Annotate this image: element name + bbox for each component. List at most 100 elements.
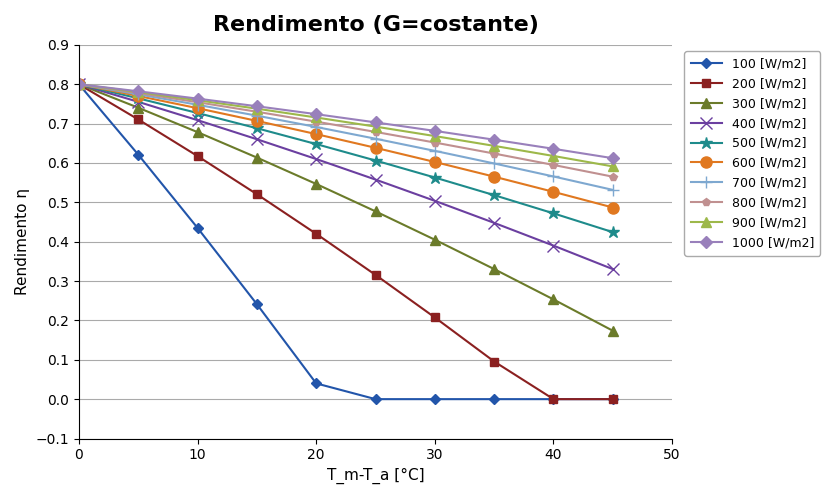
100 [W/m2] (430, 396, 440, 402)
1000 [W/m2] (311, 111, 321, 117)
600 [W/m2] (133, 93, 143, 99)
1000 [W/m2] (489, 137, 499, 143)
400 [W/m2] (489, 220, 499, 226)
200 [W/m2] (370, 272, 380, 278)
100 [W/m2] (608, 396, 618, 402)
200 [W/m2] (430, 314, 440, 320)
600 [W/m2] (252, 118, 262, 124)
Legend: 100 [W/m2], 200 [W/m2], 300 [W/m2], 400 [W/m2], 500 [W/m2], 600 [W/m2], 700 [W/m: 100 [W/m2], 200 [W/m2], 300 [W/m2], 400 … (685, 51, 820, 255)
700 [W/m2] (370, 136, 380, 142)
700 [W/m2] (489, 161, 499, 167)
700 [W/m2] (311, 124, 321, 130)
500 [W/m2] (548, 211, 558, 217)
800 [W/m2] (133, 90, 143, 96)
900 [W/m2] (311, 114, 321, 120)
800 [W/m2] (430, 140, 440, 146)
300 [W/m2] (252, 155, 262, 161)
800 [W/m2] (489, 151, 499, 157)
Line: 500 [W/m2]: 500 [W/m2] (73, 78, 619, 239)
900 [W/m2] (370, 124, 380, 130)
1000 [W/m2] (430, 128, 440, 134)
200 [W/m2] (74, 81, 84, 87)
1000 [W/m2] (133, 88, 143, 94)
800 [W/m2] (370, 129, 380, 135)
300 [W/m2] (608, 328, 618, 334)
700 [W/m2] (608, 187, 618, 193)
1000 [W/m2] (252, 103, 262, 109)
400 [W/m2] (133, 99, 143, 105)
300 [W/m2] (370, 209, 380, 215)
Line: 400 [W/m2]: 400 [W/m2] (74, 79, 619, 274)
500 [W/m2] (192, 110, 202, 116)
1000 [W/m2] (608, 155, 618, 161)
Line: 700 [W/m2]: 700 [W/m2] (73, 78, 619, 196)
500 [W/m2] (370, 158, 380, 164)
900 [W/m2] (252, 106, 262, 112)
200 [W/m2] (311, 231, 321, 237)
100 [W/m2] (252, 301, 262, 307)
500 [W/m2] (133, 95, 143, 101)
900 [W/m2] (133, 89, 143, 95)
900 [W/m2] (192, 97, 202, 103)
200 [W/m2] (489, 358, 499, 364)
200 [W/m2] (548, 396, 558, 402)
900 [W/m2] (74, 81, 84, 87)
400 [W/m2] (430, 198, 440, 204)
100 [W/m2] (192, 225, 202, 231)
500 [W/m2] (608, 229, 618, 235)
600 [W/m2] (311, 131, 321, 137)
700 [W/m2] (252, 113, 262, 119)
500 [W/m2] (74, 81, 84, 87)
700 [W/m2] (133, 91, 143, 97)
900 [W/m2] (489, 143, 499, 149)
100 [W/m2] (133, 152, 143, 158)
700 [W/m2] (548, 174, 558, 180)
300 [W/m2] (192, 129, 202, 135)
300 [W/m2] (548, 296, 558, 302)
600 [W/m2] (548, 189, 558, 195)
800 [W/m2] (74, 81, 84, 87)
400 [W/m2] (548, 243, 558, 249)
Y-axis label: Rendimento η: Rendimento η (15, 188, 30, 295)
400 [W/m2] (192, 117, 202, 123)
400 [W/m2] (74, 81, 84, 87)
100 [W/m2] (370, 396, 380, 402)
Line: 1000 [W/m2]: 1000 [W/m2] (74, 80, 617, 162)
400 [W/m2] (370, 177, 380, 183)
600 [W/m2] (489, 174, 499, 180)
200 [W/m2] (133, 116, 143, 122)
300 [W/m2] (133, 105, 143, 111)
800 [W/m2] (252, 109, 262, 115)
400 [W/m2] (252, 136, 262, 142)
100 [W/m2] (548, 396, 558, 402)
700 [W/m2] (192, 102, 202, 108)
500 [W/m2] (430, 175, 440, 181)
Title: Rendimento (G=costante): Rendimento (G=costante) (212, 15, 538, 35)
1000 [W/m2] (370, 119, 380, 125)
500 [W/m2] (252, 125, 262, 131)
1000 [W/m2] (548, 146, 558, 152)
Line: 900 [W/m2]: 900 [W/m2] (74, 79, 618, 171)
1000 [W/m2] (74, 81, 84, 87)
200 [W/m2] (608, 396, 618, 402)
900 [W/m2] (430, 133, 440, 139)
500 [W/m2] (489, 192, 499, 198)
200 [W/m2] (252, 191, 262, 197)
500 [W/m2] (311, 141, 321, 147)
400 [W/m2] (311, 156, 321, 162)
Line: 800 [W/m2]: 800 [W/m2] (74, 80, 617, 181)
900 [W/m2] (608, 164, 618, 170)
Line: 300 [W/m2]: 300 [W/m2] (74, 79, 618, 336)
Line: 100 [W/m2]: 100 [W/m2] (75, 81, 616, 403)
800 [W/m2] (311, 119, 321, 125)
600 [W/m2] (370, 145, 380, 151)
200 [W/m2] (192, 153, 202, 159)
800 [W/m2] (548, 162, 558, 168)
300 [W/m2] (489, 266, 499, 272)
900 [W/m2] (548, 153, 558, 159)
100 [W/m2] (311, 380, 321, 386)
700 [W/m2] (430, 148, 440, 154)
700 [W/m2] (74, 81, 84, 87)
800 [W/m2] (192, 99, 202, 105)
100 [W/m2] (74, 81, 84, 87)
